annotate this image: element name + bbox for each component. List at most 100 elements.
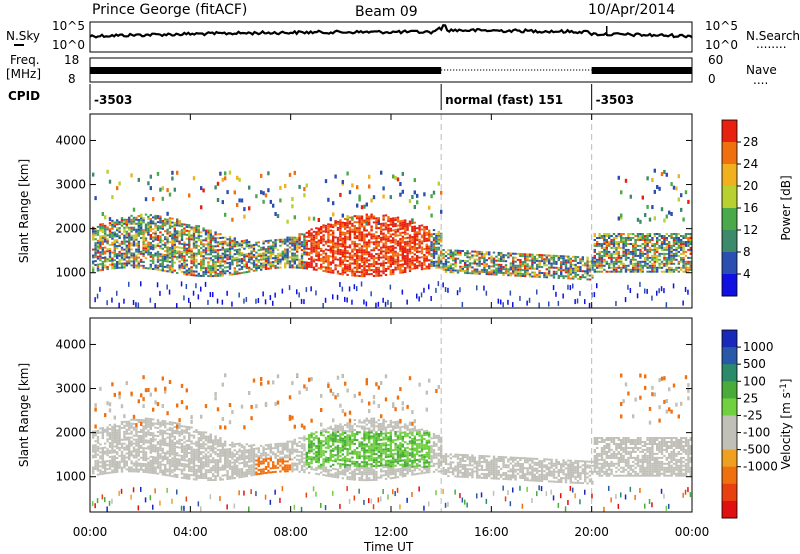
data-cell <box>348 246 352 249</box>
data-cell <box>624 241 628 243</box>
data-cell <box>370 237 373 240</box>
data-cell <box>396 266 400 269</box>
data-cell <box>291 236 294 239</box>
data-cell <box>128 252 131 255</box>
data-cell <box>147 457 150 460</box>
data-cell <box>346 238 349 241</box>
data-cell <box>387 245 390 248</box>
data-cell <box>305 241 308 244</box>
data-cell <box>140 486 142 492</box>
data-cell <box>444 259 448 261</box>
data-cell <box>689 235 692 237</box>
data-cell <box>399 246 402 248</box>
data-cell <box>656 290 658 296</box>
data-cell <box>132 236 136 239</box>
data-cell <box>627 268 630 271</box>
data-cell <box>497 259 500 262</box>
data-cell <box>646 235 649 237</box>
data-cell <box>408 246 412 249</box>
data-cell <box>610 254 613 257</box>
data-cell <box>132 464 136 467</box>
data-cell <box>209 239 212 242</box>
data-cell <box>336 294 339 300</box>
data-cell <box>94 244 97 247</box>
data-cell <box>684 254 688 257</box>
data-cell <box>156 225 160 228</box>
data-cell <box>466 252 469 255</box>
data-cell <box>384 246 388 249</box>
data-cell <box>689 264 692 267</box>
data-cell <box>624 297 627 303</box>
data-cell <box>332 226 335 229</box>
data-cell <box>125 226 128 229</box>
data-cell <box>598 237 601 239</box>
data-cell <box>440 190 443 195</box>
data-cell <box>286 219 289 224</box>
data-cell <box>108 438 112 440</box>
data-cell <box>392 247 395 250</box>
data-cell <box>118 266 121 269</box>
data-cell <box>135 266 138 269</box>
data-cell <box>161 186 164 191</box>
data-cell <box>202 435 205 438</box>
data-cell <box>658 254 661 257</box>
data-cell <box>387 247 390 250</box>
data-cell <box>262 254 265 257</box>
data-cell <box>221 244 224 247</box>
data-cell <box>173 459 176 462</box>
data-cell <box>442 282 444 288</box>
data-cell <box>144 223 148 226</box>
data-cell <box>108 465 112 468</box>
data-cell <box>365 202 368 207</box>
data-cell <box>603 260 606 263</box>
data-cell <box>622 244 625 247</box>
data-cell <box>399 248 402 250</box>
data-cell <box>617 250 620 253</box>
data-cell <box>466 266 469 269</box>
data-cell <box>178 250 181 253</box>
data-cell <box>118 223 121 226</box>
data-cell <box>468 272 472 275</box>
data-cell <box>118 250 121 253</box>
data-cell <box>408 258 412 261</box>
data-cell <box>212 467 215 470</box>
data-cell <box>291 252 294 255</box>
data-cell <box>480 270 484 273</box>
data-cell <box>216 233 220 236</box>
data-cell <box>382 194 385 199</box>
data-cell <box>454 259 457 262</box>
data-cell <box>478 260 481 263</box>
data-cell <box>252 246 256 248</box>
data-cell <box>104 224 107 227</box>
data-cell <box>531 261 534 264</box>
data-cell <box>504 270 508 273</box>
data-cell <box>653 266 656 269</box>
beam-title: Beam 09 <box>355 4 418 20</box>
data-cell <box>269 295 272 301</box>
data-cell <box>219 237 222 239</box>
data-cell <box>567 257 570 260</box>
data-cell <box>154 444 157 447</box>
data-cell <box>236 242 239 245</box>
data-cell <box>171 269 174 272</box>
data-cell <box>545 258 548 261</box>
data-cell <box>300 249 304 252</box>
data-cell <box>216 237 220 240</box>
data-cell <box>346 250 349 253</box>
data-cell <box>624 250 628 253</box>
data-cell <box>339 272 342 275</box>
data-cell <box>161 419 164 422</box>
data-cell <box>118 490 120 496</box>
data-cell <box>207 263 210 266</box>
data-cell <box>132 207 136 212</box>
data-cell <box>689 266 692 269</box>
data-cell <box>94 297 96 303</box>
data-cell <box>308 216 311 221</box>
data-cell <box>353 270 356 273</box>
data-cell <box>231 263 234 266</box>
data-cell <box>123 462 126 465</box>
data-cell <box>663 248 666 251</box>
data-cell <box>209 237 212 240</box>
data-cell <box>327 261 330 263</box>
data-cell <box>339 233 342 236</box>
